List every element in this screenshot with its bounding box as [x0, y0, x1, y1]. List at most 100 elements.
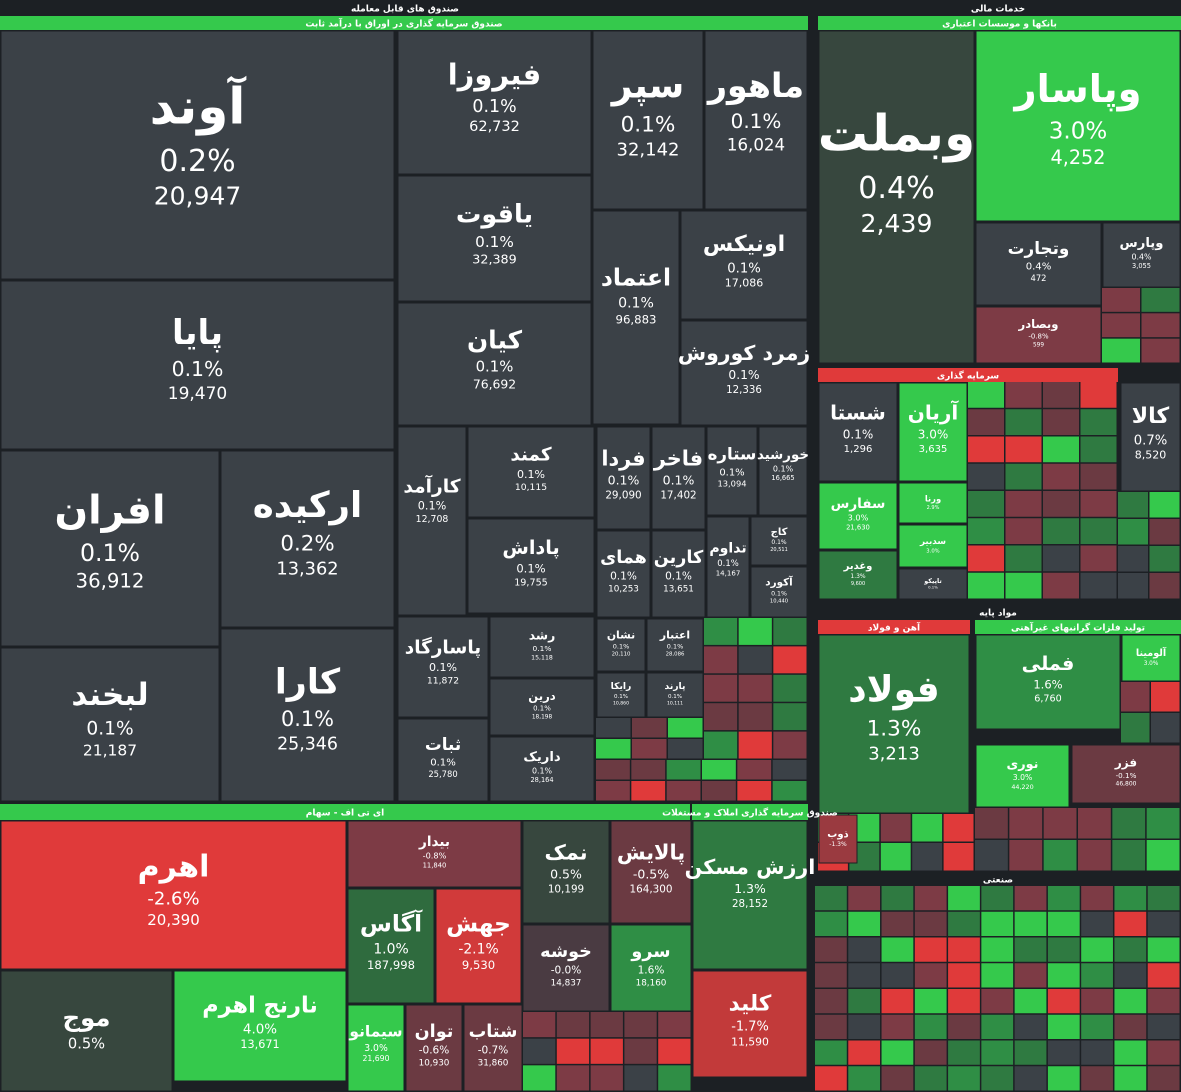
tile[interactable] [1102, 222, 1181, 288]
small-tile[interactable] [1112, 840, 1146, 871]
small-tile[interactable] [848, 1040, 881, 1065]
tile[interactable] [610, 820, 692, 924]
small-tile[interactable] [1149, 492, 1180, 518]
small-tile[interactable] [1114, 937, 1147, 962]
small-tile[interactable] [1146, 840, 1180, 871]
small-tile[interactable] [1081, 937, 1113, 962]
small-tile[interactable] [668, 718, 703, 738]
small-tile[interactable] [1043, 436, 1079, 463]
small-tile[interactable] [1146, 808, 1180, 839]
small-tile[interactable] [943, 843, 974, 871]
small-tile[interactable] [1005, 463, 1042, 490]
small-tile[interactable] [523, 1012, 556, 1038]
small-tile[interactable] [968, 572, 1004, 599]
small-tile[interactable] [1080, 491, 1117, 517]
small-tile[interactable] [914, 886, 947, 911]
small-tile[interactable] [590, 1038, 623, 1064]
small-tile[interactable] [848, 937, 881, 962]
small-tile[interactable] [738, 703, 772, 731]
small-tile[interactable] [596, 739, 631, 759]
small-tile[interactable] [1147, 1040, 1180, 1065]
tile[interactable] [975, 744, 1070, 808]
small-tile[interactable] [773, 646, 807, 674]
small-tile[interactable] [1080, 382, 1117, 408]
small-tile[interactable] [1080, 518, 1117, 544]
tile[interactable] [1120, 382, 1181, 492]
small-tile[interactable] [738, 731, 772, 759]
small-tile[interactable] [596, 781, 630, 801]
small-tile[interactable] [773, 674, 807, 702]
tile[interactable] [975, 634, 1121, 730]
small-tile[interactable] [1043, 518, 1079, 544]
small-tile[interactable] [1043, 545, 1079, 572]
small-tile[interactable] [1114, 963, 1147, 988]
small-tile[interactable] [556, 1012, 590, 1038]
tile[interactable] [347, 888, 435, 1004]
small-tile[interactable] [624, 1038, 657, 1064]
small-tile[interactable] [881, 911, 914, 936]
small-tile[interactable] [914, 1014, 947, 1039]
small-tile[interactable] [1080, 545, 1117, 572]
tile[interactable] [1121, 634, 1181, 682]
small-tile[interactable] [981, 937, 1014, 962]
small-tile[interactable] [981, 1066, 1014, 1091]
small-tile[interactable] [668, 739, 703, 759]
small-tile[interactable] [704, 731, 738, 759]
tile[interactable] [692, 820, 808, 970]
small-tile[interactable] [1005, 382, 1042, 408]
tile[interactable] [220, 628, 395, 802]
small-tile[interactable] [1005, 518, 1042, 544]
tile[interactable] [898, 524, 968, 568]
small-tile[interactable] [1014, 989, 1047, 1014]
small-tile[interactable] [1114, 1014, 1147, 1039]
small-tile[interactable] [948, 937, 980, 962]
small-tile[interactable] [981, 1014, 1014, 1039]
small-tile[interactable] [968, 409, 1004, 435]
tile[interactable] [397, 426, 467, 616]
tile[interactable] [347, 820, 522, 888]
tile[interactable] [651, 530, 706, 618]
tile[interactable] [463, 1004, 523, 1092]
small-tile[interactable] [815, 886, 847, 911]
small-tile[interactable] [1151, 713, 1180, 743]
small-tile[interactable] [881, 886, 914, 911]
tile[interactable] [651, 426, 706, 530]
small-tile[interactable] [666, 781, 701, 801]
small-tile[interactable] [704, 618, 738, 645]
small-tile[interactable] [912, 843, 943, 871]
small-tile[interactable] [815, 963, 847, 988]
small-tile[interactable] [1147, 937, 1180, 962]
tile[interactable] [1071, 744, 1181, 804]
tile[interactable] [0, 970, 173, 1092]
small-tile[interactable] [880, 814, 911, 842]
tile[interactable] [435, 888, 522, 1004]
small-tile[interactable] [1147, 1066, 1180, 1091]
small-tile[interactable] [815, 937, 847, 962]
small-tile[interactable] [1081, 1066, 1113, 1091]
small-tile[interactable] [1014, 1066, 1047, 1091]
tile[interactable] [596, 530, 651, 618]
small-tile[interactable] [948, 989, 980, 1014]
tile[interactable] [596, 618, 646, 672]
small-tile[interactable] [632, 718, 667, 738]
tile[interactable] [680, 210, 808, 320]
small-tile[interactable] [848, 989, 881, 1014]
small-tile[interactable] [815, 989, 847, 1014]
small-tile[interactable] [1014, 963, 1047, 988]
small-tile[interactable] [968, 545, 1004, 572]
small-tile[interactable] [1014, 1040, 1047, 1065]
tile[interactable] [898, 482, 968, 524]
small-tile[interactable] [848, 963, 881, 988]
tile[interactable] [522, 924, 610, 1012]
small-tile[interactable] [1147, 1014, 1180, 1039]
small-tile[interactable] [773, 618, 807, 645]
small-tile[interactable] [914, 911, 947, 936]
small-tile[interactable] [624, 1012, 657, 1038]
small-tile[interactable] [981, 886, 1014, 911]
small-tile[interactable] [1118, 573, 1148, 599]
small-tile[interactable] [968, 436, 1004, 463]
tile[interactable] [818, 814, 858, 864]
small-tile[interactable] [1149, 519, 1180, 545]
tile[interactable] [489, 736, 595, 802]
small-tile[interactable] [1043, 491, 1079, 517]
